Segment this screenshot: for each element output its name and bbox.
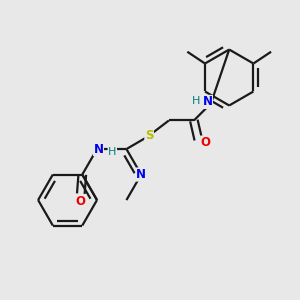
Text: H: H — [108, 147, 116, 157]
Text: N: N — [94, 142, 103, 156]
Text: O: O — [201, 136, 211, 149]
Text: O: O — [76, 195, 86, 208]
Text: N: N — [202, 95, 212, 108]
Text: N: N — [136, 168, 146, 181]
Text: S: S — [145, 129, 153, 142]
Text: H: H — [191, 96, 200, 106]
